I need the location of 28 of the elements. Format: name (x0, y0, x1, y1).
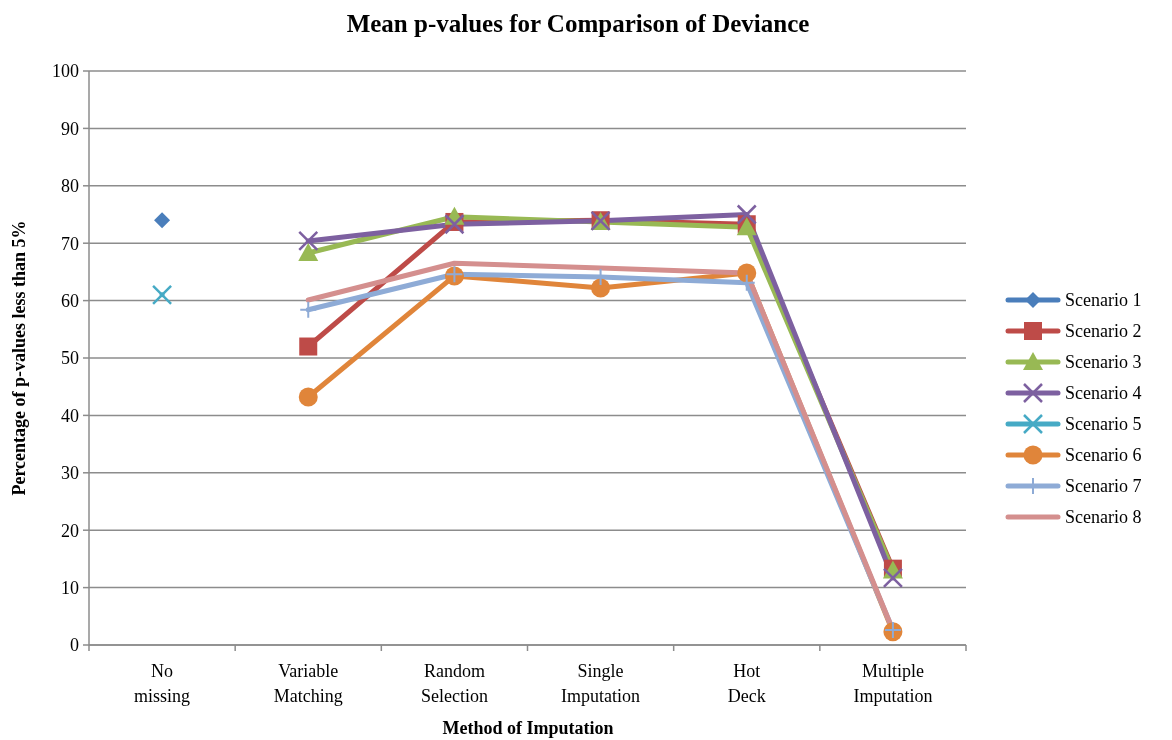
x-tick-label: No missing (134, 661, 191, 706)
legend-label: Scenario 1 (1065, 290, 1142, 311)
legend-label: Scenario 7 (1065, 476, 1142, 497)
x-axis-title: Method of Imputation (442, 718, 614, 738)
legend-label: Scenario 4 (1065, 383, 1142, 404)
y-tick-label: 0 (70, 635, 79, 656)
legend-label: Scenario 6 (1065, 445, 1142, 466)
x-tick-label: Single Imputation (561, 661, 641, 706)
y-tick-label: 90 (61, 118, 79, 139)
legend-label: Scenario 3 (1065, 352, 1142, 373)
y-tick-label: 100 (52, 61, 79, 82)
chart-title: Mean p-values for Comparison of Deviance (346, 10, 810, 37)
y-tick-label: 60 (61, 290, 79, 311)
y-tick-label: 40 (61, 405, 79, 426)
y-tick-label: 50 (61, 348, 79, 369)
y-tick-label: 70 (61, 233, 79, 254)
y-tick-label: 80 (61, 176, 79, 197)
y-tick-label: 30 (61, 463, 79, 484)
legend-label: Scenario 2 (1065, 321, 1142, 342)
legend-label: Scenario 5 (1065, 414, 1142, 435)
x-tick-label: Variable Matching (273, 661, 343, 706)
x-tick-label: Multiple Imputation (853, 661, 933, 706)
y-axis-title: Percentage of p-values less than 5% (9, 220, 29, 496)
x-tick-label: Random Selection (420, 661, 488, 706)
x-tick-label: Hot Deck (727, 661, 766, 706)
y-tick-label: 20 (61, 520, 79, 541)
y-tick-label: 10 (61, 577, 79, 598)
legend-label: Scenario 8 (1065, 507, 1142, 528)
